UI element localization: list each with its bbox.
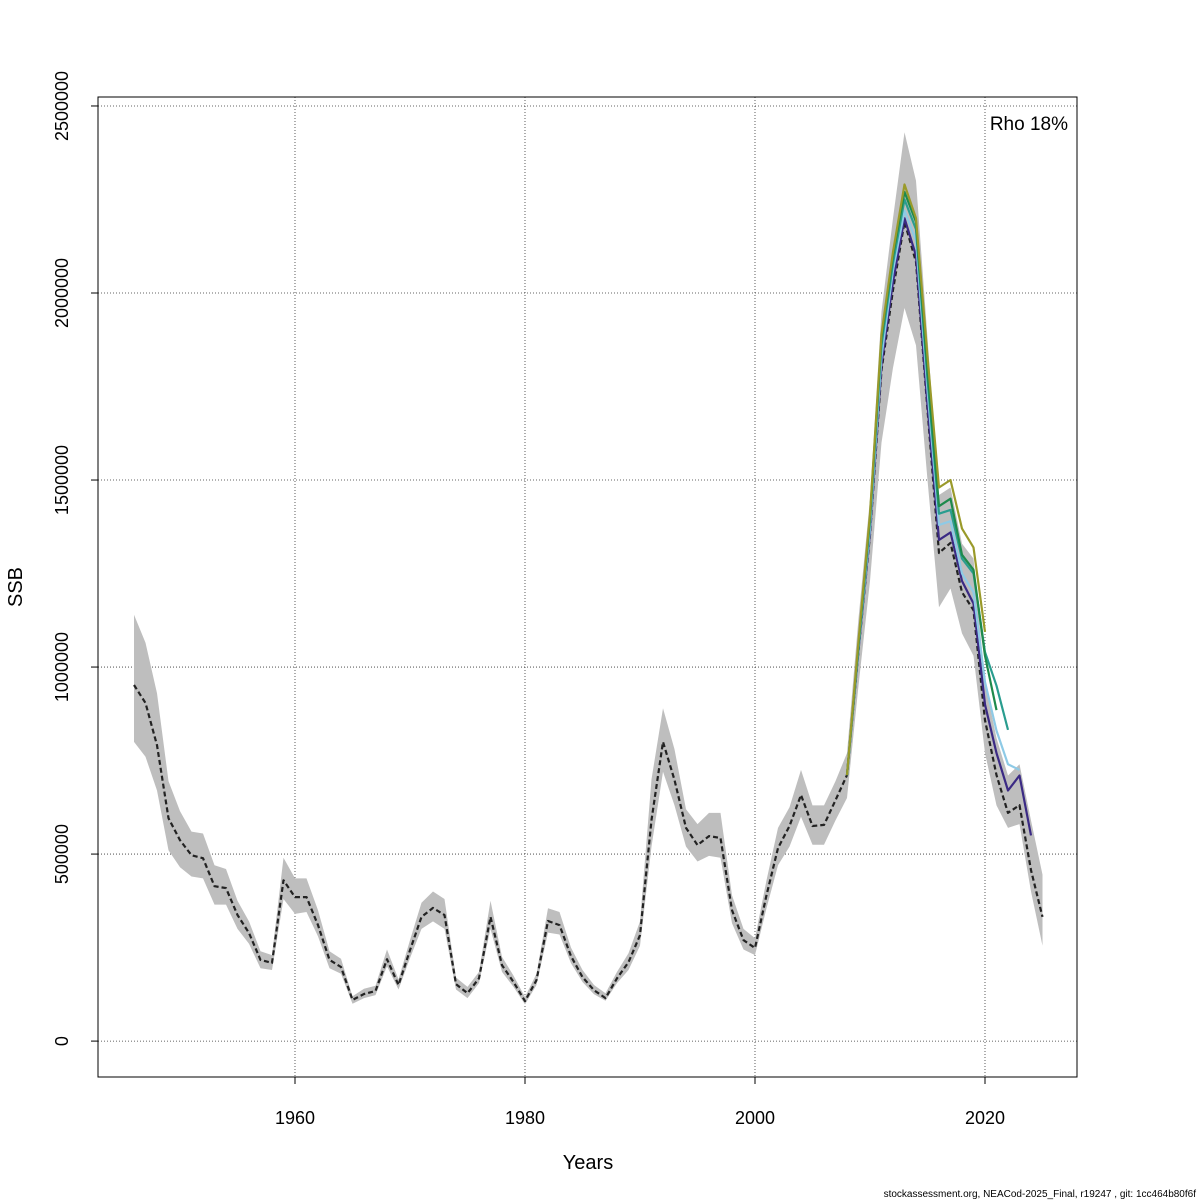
x-tick-label: 2000 (735, 1108, 775, 1128)
y-tick-label: 1000000 (52, 632, 72, 702)
footer: stockassessment.org, NEACod-2025_Final, … (884, 1189, 1197, 1200)
x-tick-label: 2020 (965, 1108, 1005, 1128)
annotation: Rho 18% (990, 114, 1068, 135)
y-tick-label: 2500000 (52, 71, 72, 141)
y-tick-label: 0 (52, 1036, 72, 1046)
y-tick-label: 500000 (52, 824, 72, 884)
series-line (845, 183, 987, 776)
y-tick-label: 1500000 (52, 445, 72, 515)
plot-area (98, 97, 1077, 1077)
plot-frame (97, 96, 1078, 1078)
x-tick-label: 1980 (505, 1108, 545, 1128)
y-axis-label: SSB (5, 567, 27, 607)
x-axis-label: Years (563, 1152, 613, 1174)
y-tick-label: 2000000 (52, 258, 72, 328)
x-tick-label: 1960 (275, 1108, 315, 1128)
